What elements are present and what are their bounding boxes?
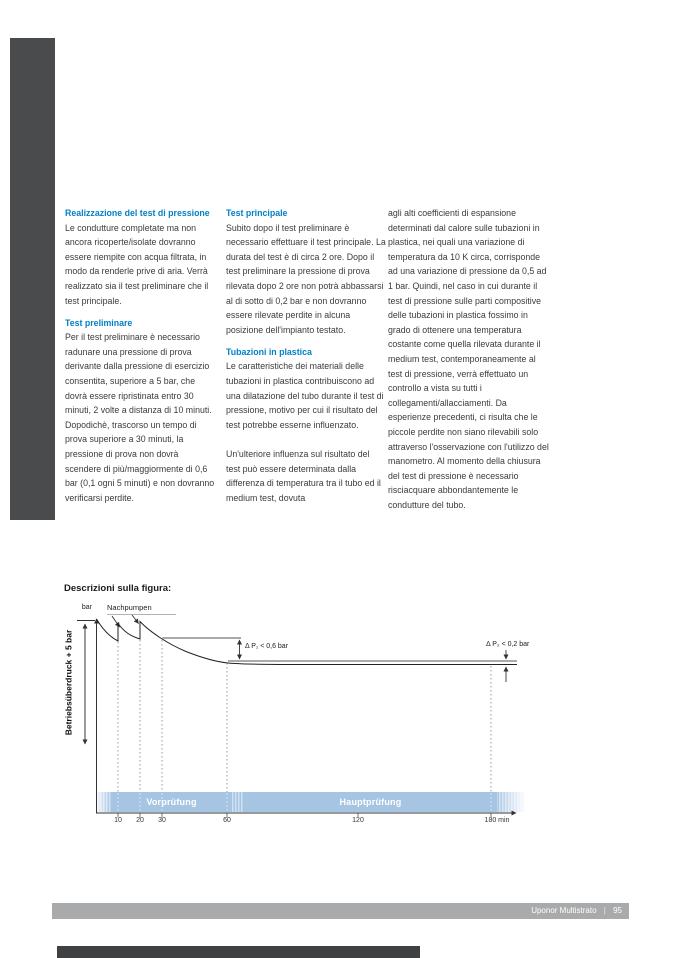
x-tick-label: 180 min — [484, 817, 510, 824]
section-heading: Test principale — [226, 208, 288, 218]
body-paragraph: Subito dopo il test preliminare è necess… — [226, 222, 386, 335]
footer-separator: | — [603, 906, 606, 915]
figure-heading: Descrizioni sulla figura: — [64, 583, 172, 594]
nachpumpen-arrow-2 — [131, 614, 139, 624]
phase-hauptpruefung: Hauptprüfung — [244, 792, 497, 812]
body-paragraph: Un'ulteriore influenza sul risultato del… — [226, 449, 381, 503]
section-heading: Test preliminare — [65, 317, 133, 328]
time-phase-band: Vorprüfung Hauptprüfung — [97, 792, 526, 812]
footer-brand: Uponor Multistrato — [531, 906, 597, 915]
delta-p1-annotation: Δ P₁ < 0,6 bar — [245, 643, 289, 650]
band-fade-left — [97, 792, 111, 812]
dashed-guide-lines — [117, 640, 492, 792]
y-axis-unit-label: bar — [81, 604, 92, 611]
x-tick-label: 60 — [223, 817, 231, 824]
body-paragraph: agli alti coefficienti di espansione det… — [388, 208, 549, 510]
y-axis-label: Betriebsüberdruck + 5 bar — [63, 629, 74, 736]
footer-bar: Uponor Multistrato | 95 — [52, 903, 629, 919]
footer-page-number: 95 — [613, 906, 622, 915]
phase-label-hauptpruefung: Hauptprüfung — [339, 797, 402, 807]
text-column-1: Realizzazione del test di pressione Le co… — [65, 206, 217, 505]
section-heading: Tubazioni in plastica — [226, 346, 312, 357]
text-column-3: agli alti coefficienti di espansione det… — [388, 206, 550, 512]
nachpumpen-arrow-1 — [111, 615, 120, 628]
delta-p2-annotation: Δ P₂ < 0,2 bar — [486, 641, 530, 648]
body-paragraph: Le caratteristiche dei materiali delle t… — [226, 361, 384, 430]
x-tick-label: 120 — [352, 817, 364, 824]
phase-vorpruefung: Vorprüfung — [111, 792, 232, 812]
pressure-curve — [96, 618, 517, 665]
body-paragraph: Per il test preliminare è necessario rad… — [65, 332, 215, 503]
x-tick-label: 20 — [136, 817, 144, 824]
x-tick-label: 30 — [158, 817, 166, 824]
band-fade-right — [496, 792, 526, 812]
section-heading: Realizzazione del test di pressione — [65, 208, 210, 218]
phase-label-vorpruefung: Vorprüfung — [146, 797, 197, 807]
x-tick-label: 10 — [114, 817, 122, 824]
x-axis-tick-marks — [117, 813, 492, 818]
chapter-side-tab — [10, 38, 55, 520]
bottom-accent-bar — [57, 946, 420, 958]
body-paragraph: Le condutture completate ma non ancora r… — [65, 222, 209, 306]
text-column-2: Test principale Subito dopo il test preli… — [226, 206, 386, 505]
nachpumpen-label: Nachpumpen — [107, 603, 152, 612]
